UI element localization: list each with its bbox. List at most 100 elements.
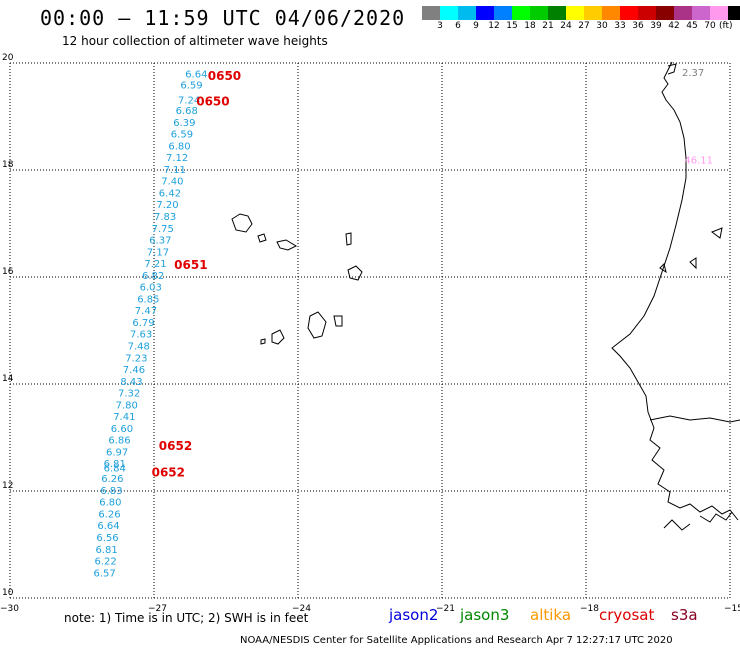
wave-height-value: 7.11 (164, 165, 186, 176)
legend-label: 36 (632, 21, 644, 31)
wave-height-value: 7.17 (147, 247, 169, 258)
islands-east-small-3 (659, 263, 667, 274)
y-tick-label: 16 (2, 267, 14, 277)
island-santiago (307, 311, 327, 339)
legend-swatch (674, 6, 692, 20)
time-label: 0650 (196, 94, 229, 108)
wave-height-value: 6.64 (185, 70, 207, 81)
y-tick-label: 18 (2, 160, 14, 170)
legend-label: 42 (668, 21, 680, 31)
wave-height-value: 6.39 (173, 118, 195, 129)
wave-height-value: 8.43 (120, 377, 142, 388)
wave-height-value: 6.68 (176, 106, 198, 117)
wave-height-value: 6.57 (94, 568, 116, 579)
y-tick-label: 20 (2, 53, 14, 63)
legend-swatch (656, 6, 674, 20)
time-label: 0652 (159, 439, 192, 453)
wave-height-value: 7.23 (125, 353, 147, 364)
wave-height-value: 6.79 (132, 318, 154, 329)
satellite-name: altika (530, 606, 572, 624)
y-tick-label: 10 (2, 588, 14, 598)
coastline-detail-gambia (649, 415, 740, 423)
legend-label: 27 (578, 21, 590, 31)
x-tick-label: −30 (0, 604, 19, 614)
wave-height-value: 6.42 (159, 188, 181, 199)
wave-height-value: 7.32 (118, 389, 140, 400)
legend-label: 21 (542, 21, 554, 31)
wave-height-value: 6.26 (101, 474, 123, 485)
legend-swatch (440, 6, 458, 20)
time-label: 0652 (152, 466, 185, 480)
legend-label: 6 (455, 21, 461, 31)
wave-height-value: 7.40 (161, 177, 183, 188)
legend-label: 33 (614, 21, 626, 31)
legend-label: 9 (473, 21, 479, 31)
legend-unit: (ft) (719, 21, 733, 31)
time-label: 0651 (174, 258, 207, 272)
coastline (231, 61, 740, 531)
wave-height-value: 7.80 (116, 400, 138, 411)
satellite-name: s3a (671, 606, 698, 624)
island-maio (333, 315, 343, 327)
satellite-name: jason3 (460, 606, 510, 624)
coastline-detail-guinea (663, 519, 691, 531)
legend-swatch (602, 6, 620, 20)
legend-label: 70 (704, 21, 716, 31)
wave-height-value: 7.24 (178, 95, 200, 106)
island-fogo (271, 329, 285, 345)
wave-height-value: 7.21 (144, 259, 166, 270)
island-brava (260, 338, 266, 345)
color-legend: 3 6 9 12 15 18 21 24 27 30 33 36 39 42 45 70 (ft) (422, 6, 740, 34)
wave-height-value: 7.83 (154, 212, 176, 223)
wave-height-value: 6.85 (137, 294, 159, 305)
wave-height-value: 6.81 (95, 545, 117, 556)
legend-swatch (494, 6, 512, 20)
x-tick-label: −27 (148, 604, 167, 614)
legend-swatch (710, 6, 728, 20)
satellite-name: cryosat (599, 606, 655, 624)
wave-height-value: 6.03 (140, 283, 162, 294)
legend-swatches (422, 6, 740, 20)
africa-coastline (611, 61, 739, 521)
x-tick-label: −24 (292, 604, 311, 614)
x-tick-label: −21 (436, 604, 455, 614)
island-boa-vista (347, 265, 363, 281)
island-santo-antao (231, 213, 253, 233)
wave-height-value: 7.48 (128, 341, 150, 352)
wave-height-value: 6.26 (98, 509, 120, 520)
jason-track-values: 6.646.597.246.686.396.596.807.127.117.40… (94, 70, 208, 580)
y-tick-label: 14 (2, 374, 14, 384)
wave-height-value: 6.80 (168, 141, 190, 152)
wave-height-value: 7.63 (130, 330, 152, 341)
legend-swatch (422, 6, 440, 20)
footer-note: note: 1) Time is in UTC; 2) SWH is in fe… (64, 611, 309, 625)
wave-height-value: 6.64 (97, 521, 119, 532)
wave-height-value: 7.20 (156, 200, 178, 211)
track-time-labels: 0650 0650 0651 0652 0652 (152, 69, 242, 480)
legend-swatch (584, 6, 602, 20)
legend-labels: 3 6 9 12 15 18 21 24 27 30 33 36 39 42 45 70 (ft) (422, 20, 740, 34)
islands-east-small-2 (689, 257, 697, 270)
coastline-detail-north (667, 63, 677, 75)
wave-height-value: 6.97 (106, 447, 128, 458)
y-tick-label: 12 (2, 481, 13, 491)
wave-height-value: 7.47 (135, 306, 157, 317)
time-label: 0650 (208, 69, 241, 83)
wave-height-value: 6.59 (180, 80, 202, 91)
lat-lon-grid (9, 62, 731, 599)
x-tick-label: −15 (724, 604, 740, 614)
island-sao-nicolau (276, 239, 298, 251)
wave-height-value: 7.12 (166, 153, 188, 164)
legend-label: 12 (488, 21, 500, 31)
wave-height-value: 6.86 (108, 436, 130, 447)
legend-label: 24 (560, 21, 572, 31)
legend-label: 15 (506, 21, 518, 31)
island-sao-vicente (257, 233, 267, 243)
wave-height-value: 7.46 (123, 365, 145, 376)
legend-swatch (512, 6, 530, 20)
island-sal (345, 232, 352, 246)
page-subtitle: 12 hour collection of altimeter wave hei… (62, 34, 328, 48)
satellite-name: jason2 (389, 606, 439, 624)
